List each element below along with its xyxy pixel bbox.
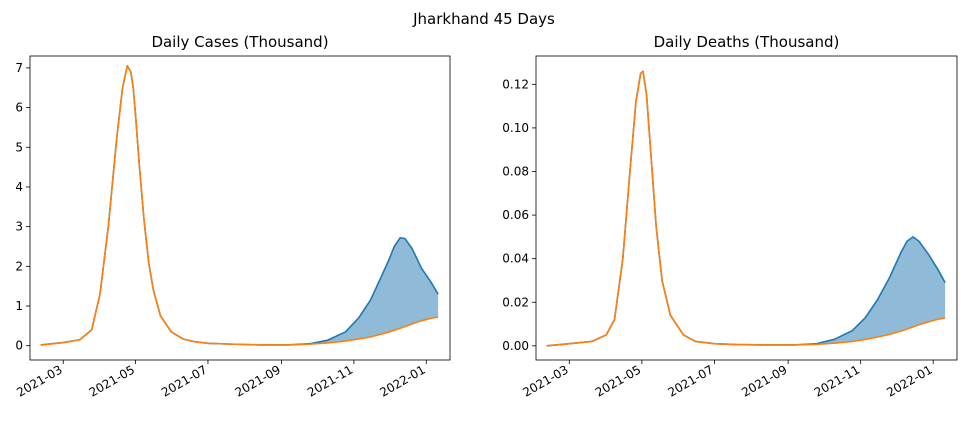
deaths-xtick-label: 2021-05: [593, 362, 643, 399]
cases-xtick-label: 2022-01: [377, 362, 427, 399]
deaths-plot-area: 0.00 0.02 0.04 0.06 0.08 0.10 0.12 2021-03 2021-…: [502, 55, 958, 400]
cases-xtick-label: 2021-05: [87, 362, 137, 399]
deaths-xtick-label: 2021-03: [520, 362, 570, 399]
cases-chart-title: Daily Cases (Thousand): [151, 33, 328, 51]
deaths-ytick-label: 0.08: [502, 164, 529, 178]
cases-plot-area: 0 1 2 3 4 5 6 7 2021-03 2021-05 2021-07 2021-09 2021…: [14, 55, 451, 400]
cases-ytick-label: 1: [15, 299, 23, 313]
cases-baseline-line: [40, 65, 439, 346]
cases-xtick-label: 2021-09: [233, 362, 283, 399]
cases-xtick-label: 2021-03: [14, 362, 64, 399]
deaths-xtick-label: 2022-01: [884, 362, 934, 399]
deaths-ytick-label: 0.02: [502, 295, 529, 309]
cases-ytick-label: 2: [15, 259, 23, 273]
cases-ytick-label: 7: [15, 61, 23, 75]
deaths-ytick-label: 0.00: [502, 339, 529, 353]
cases-ytick-label: 3: [15, 220, 23, 234]
cases-xtick-label: 2021-11: [305, 362, 355, 399]
cases-xtick-label: 2021-07: [159, 362, 209, 399]
deaths-baseline-line: [546, 70, 946, 347]
deaths-xtick-label: 2021-09: [739, 362, 789, 399]
deaths-chart-panel: Daily Deaths (Thousand) 0.00 0.02 0.04 0.06…: [502, 33, 958, 400]
deaths-chart-title: Daily Deaths (Thousand): [654, 33, 840, 51]
cases-ytick-label: 5: [15, 140, 23, 154]
cases-fill-between: [40, 65, 439, 345]
deaths-ytick-label: 0.10: [502, 121, 529, 135]
deaths-fill-between: [546, 71, 946, 346]
figure-suptitle: Jharkhand 45 Days: [412, 10, 555, 28]
cases-ytick-label: 6: [15, 101, 23, 115]
deaths-axes-frame: [535, 55, 958, 361]
deaths-xtick-label: 2021-07: [665, 362, 715, 399]
cases-chart-panel: Daily Cases (Thousand) 0 1 2 3 4 5 6 7 2021-03 20…: [14, 33, 451, 400]
cases-ytick-label: 4: [15, 180, 23, 194]
cases-axes-frame: [29, 55, 451, 361]
cases-ytick-label: 0: [15, 339, 23, 353]
deaths-xtick-label: 2021-11: [812, 362, 862, 399]
deaths-ytick-label: 0.04: [502, 252, 529, 266]
deaths-ytick-label: 0.12: [502, 77, 529, 91]
deaths-ytick-label: 0.06: [502, 208, 529, 222]
